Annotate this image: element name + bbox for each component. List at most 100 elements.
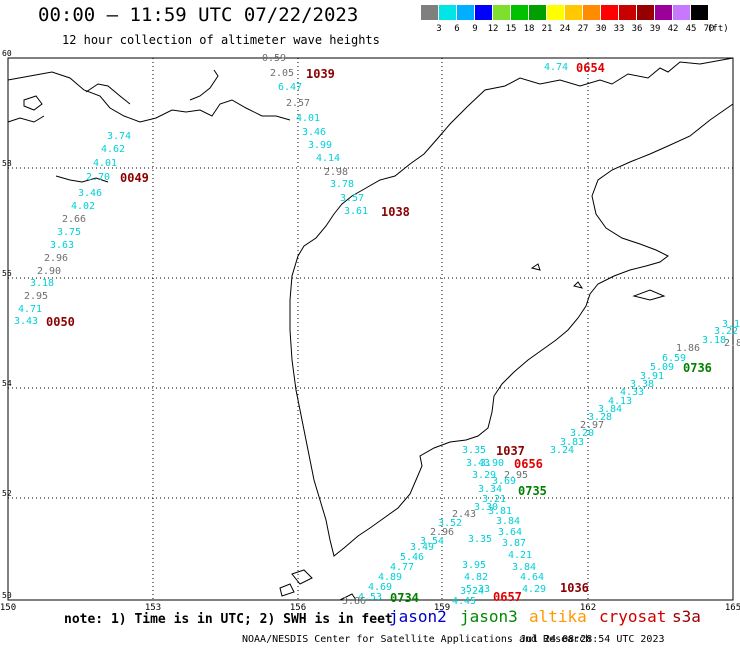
legend-label: 3: [436, 24, 442, 34]
swh-value: 3.34: [478, 484, 502, 495]
lat-label: 52: [2, 489, 12, 498]
swh-value: 3.74: [107, 131, 131, 142]
satellite-name-jason2: jason2: [389, 607, 447, 626]
swh-value: 4.21: [508, 550, 532, 561]
pass-time-label: 0735: [518, 484, 547, 498]
swh-value: 2.96: [430, 527, 454, 538]
legend-label: 21: [541, 24, 553, 34]
swh-value: 3.84: [512, 562, 536, 573]
legend-label: 12: [487, 24, 499, 34]
page-subtitle: 12 hour collection of altimeter wave hei…: [62, 33, 380, 47]
swh-value: 3.83: [560, 437, 584, 448]
swh-value: 3.61: [344, 206, 368, 217]
legend-label: 24: [559, 24, 571, 34]
legend-label: 9: [472, 24, 478, 34]
swh-value: 3.43: [14, 316, 38, 327]
swh-value: 3.20: [570, 428, 594, 439]
graticule: 150 153 156 159 162 165 60 58 56 54 52 50: [0, 49, 740, 613]
legend-swatch: [421, 5, 438, 20]
kuril-2: [279, 583, 295, 597]
swh-value: 2.96: [44, 253, 68, 264]
swh-value: 3.86: [342, 596, 366, 607]
legend-swatch: [673, 5, 690, 20]
swh-value: 3.30: [474, 502, 498, 513]
lon-label: 150: [0, 603, 16, 613]
lon-label: 156: [290, 603, 306, 613]
swh-value: 0.59: [262, 53, 286, 64]
swh-value: 5.09: [650, 362, 674, 373]
legend-label: 30: [595, 24, 607, 34]
swh-value: 3.28: [588, 412, 612, 423]
swh-value: 3.16: [722, 319, 740, 330]
legend-label: 18: [523, 24, 535, 34]
credit-text: NOAA/NESDIS Center for Satellite Applica…: [242, 634, 592, 645]
swh-value: 4.89: [378, 572, 402, 583]
swh-value: 3.38: [630, 379, 654, 390]
swh-value: 3.24: [460, 586, 484, 597]
map-frame: [7, 57, 734, 601]
lat-label: 60: [2, 49, 12, 58]
page-title: 00:00 – 11:59 UTC 07/22/2023: [38, 4, 359, 26]
swh-value: 4.01: [296, 113, 320, 124]
swh-value: 3.35: [468, 534, 492, 545]
lon-label: 162: [580, 603, 596, 613]
swh-value: 4.71: [18, 304, 42, 315]
generated-timestamp: Jul 24 08:28:54 UTC 2023: [520, 634, 665, 645]
swh-value: 3.57: [340, 193, 364, 204]
legend-swatch: [439, 5, 456, 20]
islet-2: [573, 281, 584, 289]
swh-value: 4.13: [608, 396, 632, 407]
swh-value: 4.62: [101, 144, 125, 155]
swh-value: 3.52: [438, 518, 462, 529]
pass-time-label: 0050: [46, 315, 75, 329]
satellite-name-cryosat: cryosat: [599, 607, 667, 626]
swh-value: 3.22: [714, 326, 738, 337]
pass-time-label: 1036: [560, 581, 589, 595]
swh-value: 4.01: [93, 158, 117, 169]
swh-value: 3.87: [502, 538, 526, 549]
swh-value: 3.49: [410, 542, 434, 553]
legend-swatch: [655, 5, 672, 20]
legend-swatch: [547, 5, 564, 20]
swh-value: 2.95: [504, 470, 528, 481]
swh-value: 4.69: [368, 582, 392, 593]
swh-value: 3.69: [492, 476, 516, 487]
swh-value: 3.43: [466, 458, 490, 469]
okhotsk-inlet: [85, 83, 131, 105]
swh-value: 3.81: [488, 506, 512, 517]
swh-value: 3.64: [498, 527, 522, 538]
swh-value: 5.33: [466, 584, 490, 595]
legend-swatch: [511, 5, 528, 20]
legend-swatch: [637, 5, 654, 20]
swh-value: 3.35: [462, 445, 486, 456]
legend-swatch: [493, 5, 510, 20]
okhotsk-shore-2: [7, 115, 45, 123]
swh-value: 6.59: [662, 353, 686, 364]
legend-swatch: [601, 5, 618, 20]
pass-time-label: 1037: [496, 444, 525, 458]
lat-label: 50: [2, 591, 12, 600]
lat-label: 56: [2, 269, 12, 278]
lon-label: 165: [725, 603, 740, 613]
pass-time-label: 1039: [306, 67, 335, 81]
swh-value: 4.82: [464, 572, 488, 583]
swh-value: 4.77: [390, 562, 414, 573]
lat-label: 54: [2, 379, 12, 388]
swh-value: 3.91: [640, 371, 664, 382]
swh-value: 3.75: [57, 227, 81, 238]
okhotsk-west: [55, 175, 109, 183]
lat-label: 58: [2, 159, 12, 168]
swh-value: 4.02: [71, 201, 95, 212]
commander-island: [632, 289, 666, 301]
swh-value: 5.46: [400, 552, 424, 563]
legend-label: 6: [454, 24, 460, 34]
islet-1: [530, 263, 541, 271]
pass-time-label: 1038: [381, 205, 410, 219]
swh-value: 2.95: [24, 291, 48, 302]
legend-label: 39: [649, 24, 661, 34]
swh-value: 3.24: [550, 445, 574, 456]
legend-swatch: [475, 5, 492, 20]
swh-value: 4.45: [452, 596, 476, 607]
kuril-3: [339, 593, 357, 601]
